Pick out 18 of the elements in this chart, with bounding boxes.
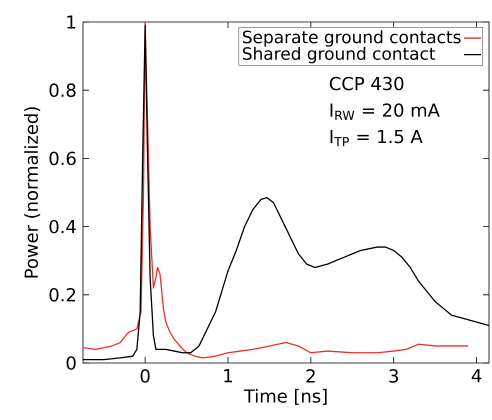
x-tick-label: 3 (389, 369, 398, 383)
x-tick-label: 4 (472, 369, 482, 382)
y-tick-label: 0 (66, 356, 76, 370)
y-tick-label: 0.4 (49, 220, 76, 234)
annotation: I$_{RW}$ = 20 mA (330, 103, 440, 120)
y-tick-label: 0.8 (49, 83, 76, 97)
x-tick-label: 0 (140, 369, 150, 383)
x-tick-label: 1 (224, 369, 232, 382)
y-tick-label: 1 (67, 15, 76, 29)
annotation: CCP 430 (330, 76, 404, 90)
y-tick-label: 0.2 (49, 288, 76, 302)
x-axis-title: Time [ns] (244, 388, 327, 405)
legend-label: Separate ground contacts (242, 30, 461, 47)
legend-label: Shared ground contact (242, 46, 436, 64)
annotation: I$_{TP}$ = 1.5 A (330, 130, 423, 146)
y-tick-label: 0.6 (49, 152, 76, 166)
x-tick-label: 2 (306, 369, 315, 382)
y-axis-title: Power (normalized) (24, 107, 40, 278)
